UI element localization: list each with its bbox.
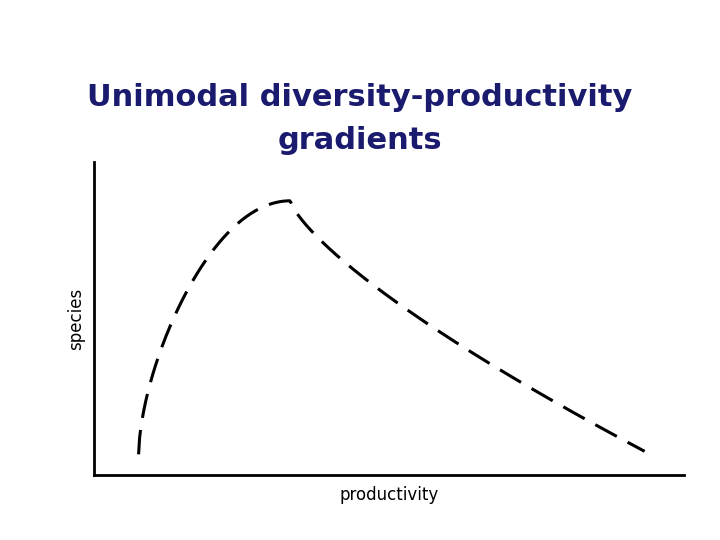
Text: gradients: gradients [278, 126, 442, 155]
X-axis label: productivity: productivity [339, 487, 438, 504]
Y-axis label: species: species [67, 287, 85, 350]
Text: Unimodal diversity-productivity: Unimodal diversity-productivity [87, 83, 633, 112]
